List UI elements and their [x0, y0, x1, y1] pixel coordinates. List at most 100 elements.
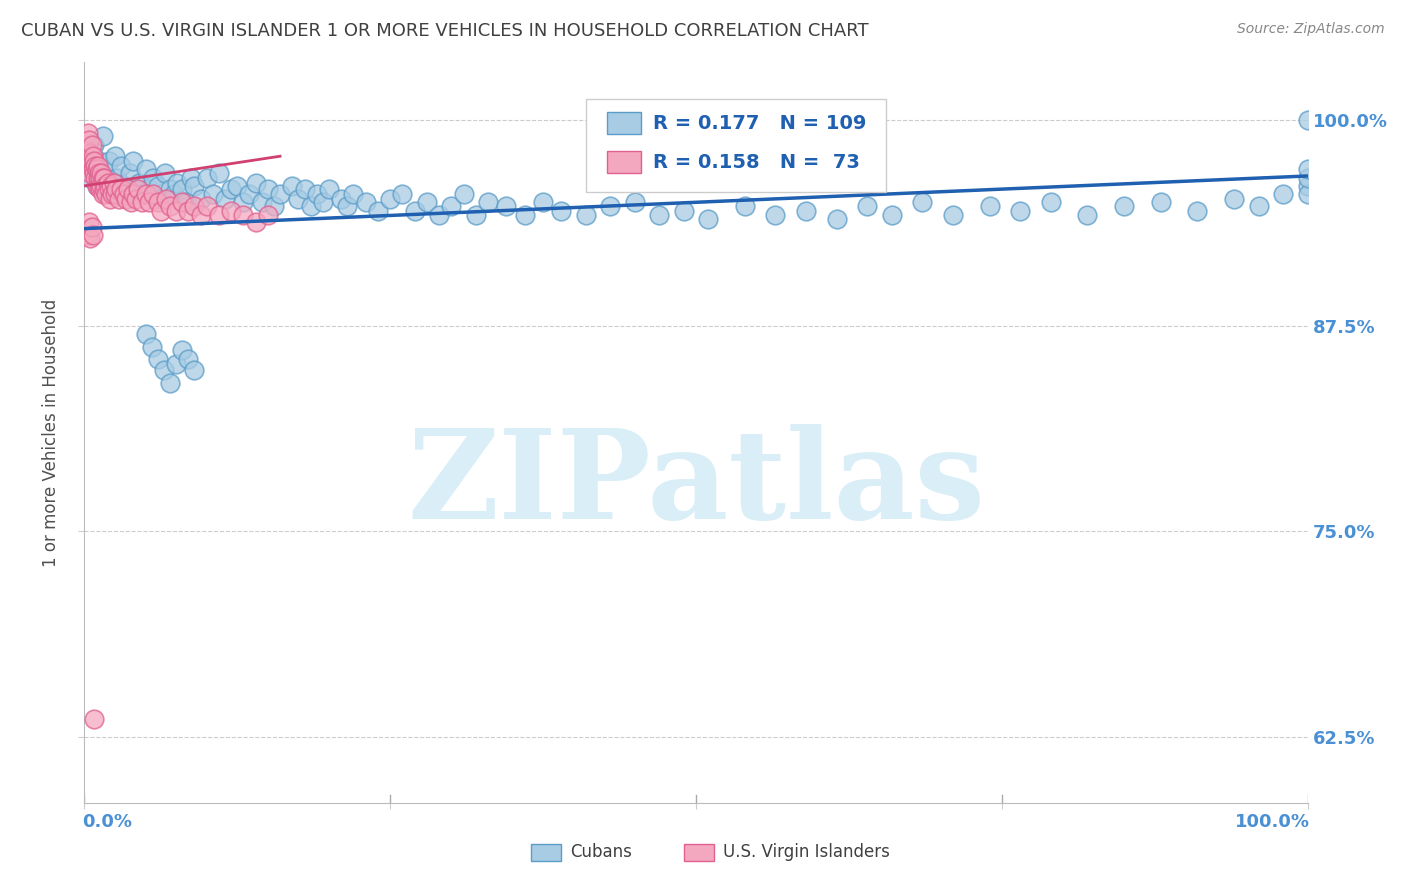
- Point: [190, 192, 212, 206]
- Point: [131, 195, 153, 210]
- Point: [159, 198, 181, 212]
- Point: [100, 176, 122, 190]
- Point: [84, 170, 107, 185]
- Point: [93, 182, 115, 196]
- Point: [367, 203, 389, 218]
- Point: [76, 143, 98, 157]
- Point: [90, 178, 112, 193]
- Point: [250, 195, 273, 210]
- Point: [97, 176, 120, 190]
- Point: [77, 154, 100, 169]
- Point: [98, 192, 121, 206]
- Point: [172, 343, 194, 358]
- Point: [1296, 113, 1319, 128]
- Point: [128, 176, 150, 190]
- Point: [80, 154, 103, 169]
- Point: [103, 176, 125, 190]
- Point: [794, 203, 817, 218]
- Point: [86, 178, 108, 193]
- Text: CUBAN VS U.S. VIRGIN ISLANDER 1 OR MORE VEHICLES IN HOUSEHOLD CORRELATION CHART: CUBAN VS U.S. VIRGIN ISLANDER 1 OR MORE …: [21, 22, 869, 40]
- Point: [219, 182, 242, 196]
- Point: [83, 712, 105, 726]
- Point: [97, 182, 120, 196]
- Point: [245, 215, 267, 229]
- Point: [110, 182, 132, 196]
- Point: [107, 192, 129, 206]
- Point: [122, 187, 145, 202]
- Point: [477, 195, 499, 210]
- Point: [513, 209, 536, 223]
- Point: [550, 203, 572, 218]
- Point: [125, 182, 148, 196]
- Point: [80, 137, 103, 152]
- Point: [294, 182, 316, 196]
- Point: [299, 198, 322, 212]
- Point: [1296, 162, 1319, 177]
- Point: [163, 187, 186, 202]
- Point: [91, 187, 114, 202]
- Point: [146, 195, 169, 210]
- Point: [427, 209, 450, 223]
- Point: [404, 203, 426, 218]
- Point: [599, 198, 621, 212]
- Point: [89, 182, 111, 196]
- Point: [150, 192, 173, 206]
- Text: 100.0%: 100.0%: [1234, 813, 1310, 830]
- Point: [1223, 192, 1246, 206]
- Point: [1187, 203, 1209, 218]
- Bar: [531, 844, 561, 861]
- Point: [190, 209, 212, 223]
- Point: [281, 178, 304, 193]
- Point: [269, 187, 291, 202]
- Point: [495, 198, 517, 212]
- Point: [1272, 187, 1295, 202]
- Point: [765, 209, 787, 223]
- Point: [159, 182, 181, 196]
- Point: [135, 162, 157, 177]
- Point: [165, 203, 187, 218]
- Point: [226, 178, 249, 193]
- Point: [117, 182, 139, 196]
- Point: [101, 187, 124, 202]
- Point: [82, 149, 104, 163]
- Point: [97, 154, 120, 169]
- Point: [177, 351, 200, 366]
- Point: [734, 198, 756, 212]
- Bar: [683, 844, 714, 861]
- Point: [942, 209, 965, 223]
- Point: [464, 209, 486, 223]
- Point: [1247, 198, 1270, 212]
- Point: [79, 170, 101, 185]
- Point: [238, 187, 260, 202]
- Point: [354, 195, 377, 210]
- Point: [174, 195, 197, 210]
- Point: [77, 126, 100, 140]
- Point: [87, 170, 110, 185]
- Point: [159, 376, 181, 391]
- Point: [825, 211, 848, 226]
- Point: [531, 195, 554, 210]
- Point: [79, 166, 101, 180]
- Point: [1296, 178, 1319, 193]
- Point: [82, 162, 104, 177]
- Point: [1296, 170, 1319, 185]
- Point: [624, 195, 647, 210]
- Point: [104, 187, 127, 202]
- Text: Cubans: Cubans: [569, 844, 631, 862]
- Point: [87, 159, 110, 173]
- Point: [1010, 203, 1032, 218]
- FancyBboxPatch shape: [586, 99, 886, 192]
- Point: [84, 159, 107, 173]
- Point: [122, 154, 145, 169]
- Point: [263, 198, 285, 212]
- Point: [232, 195, 254, 210]
- Point: [153, 166, 176, 180]
- Point: [1114, 198, 1136, 212]
- Point: [208, 209, 231, 223]
- Point: [575, 209, 598, 223]
- Text: ZIPatlas: ZIPatlas: [406, 424, 986, 545]
- Point: [453, 187, 475, 202]
- Point: [1296, 187, 1319, 202]
- Point: [135, 326, 157, 341]
- Point: [94, 178, 117, 193]
